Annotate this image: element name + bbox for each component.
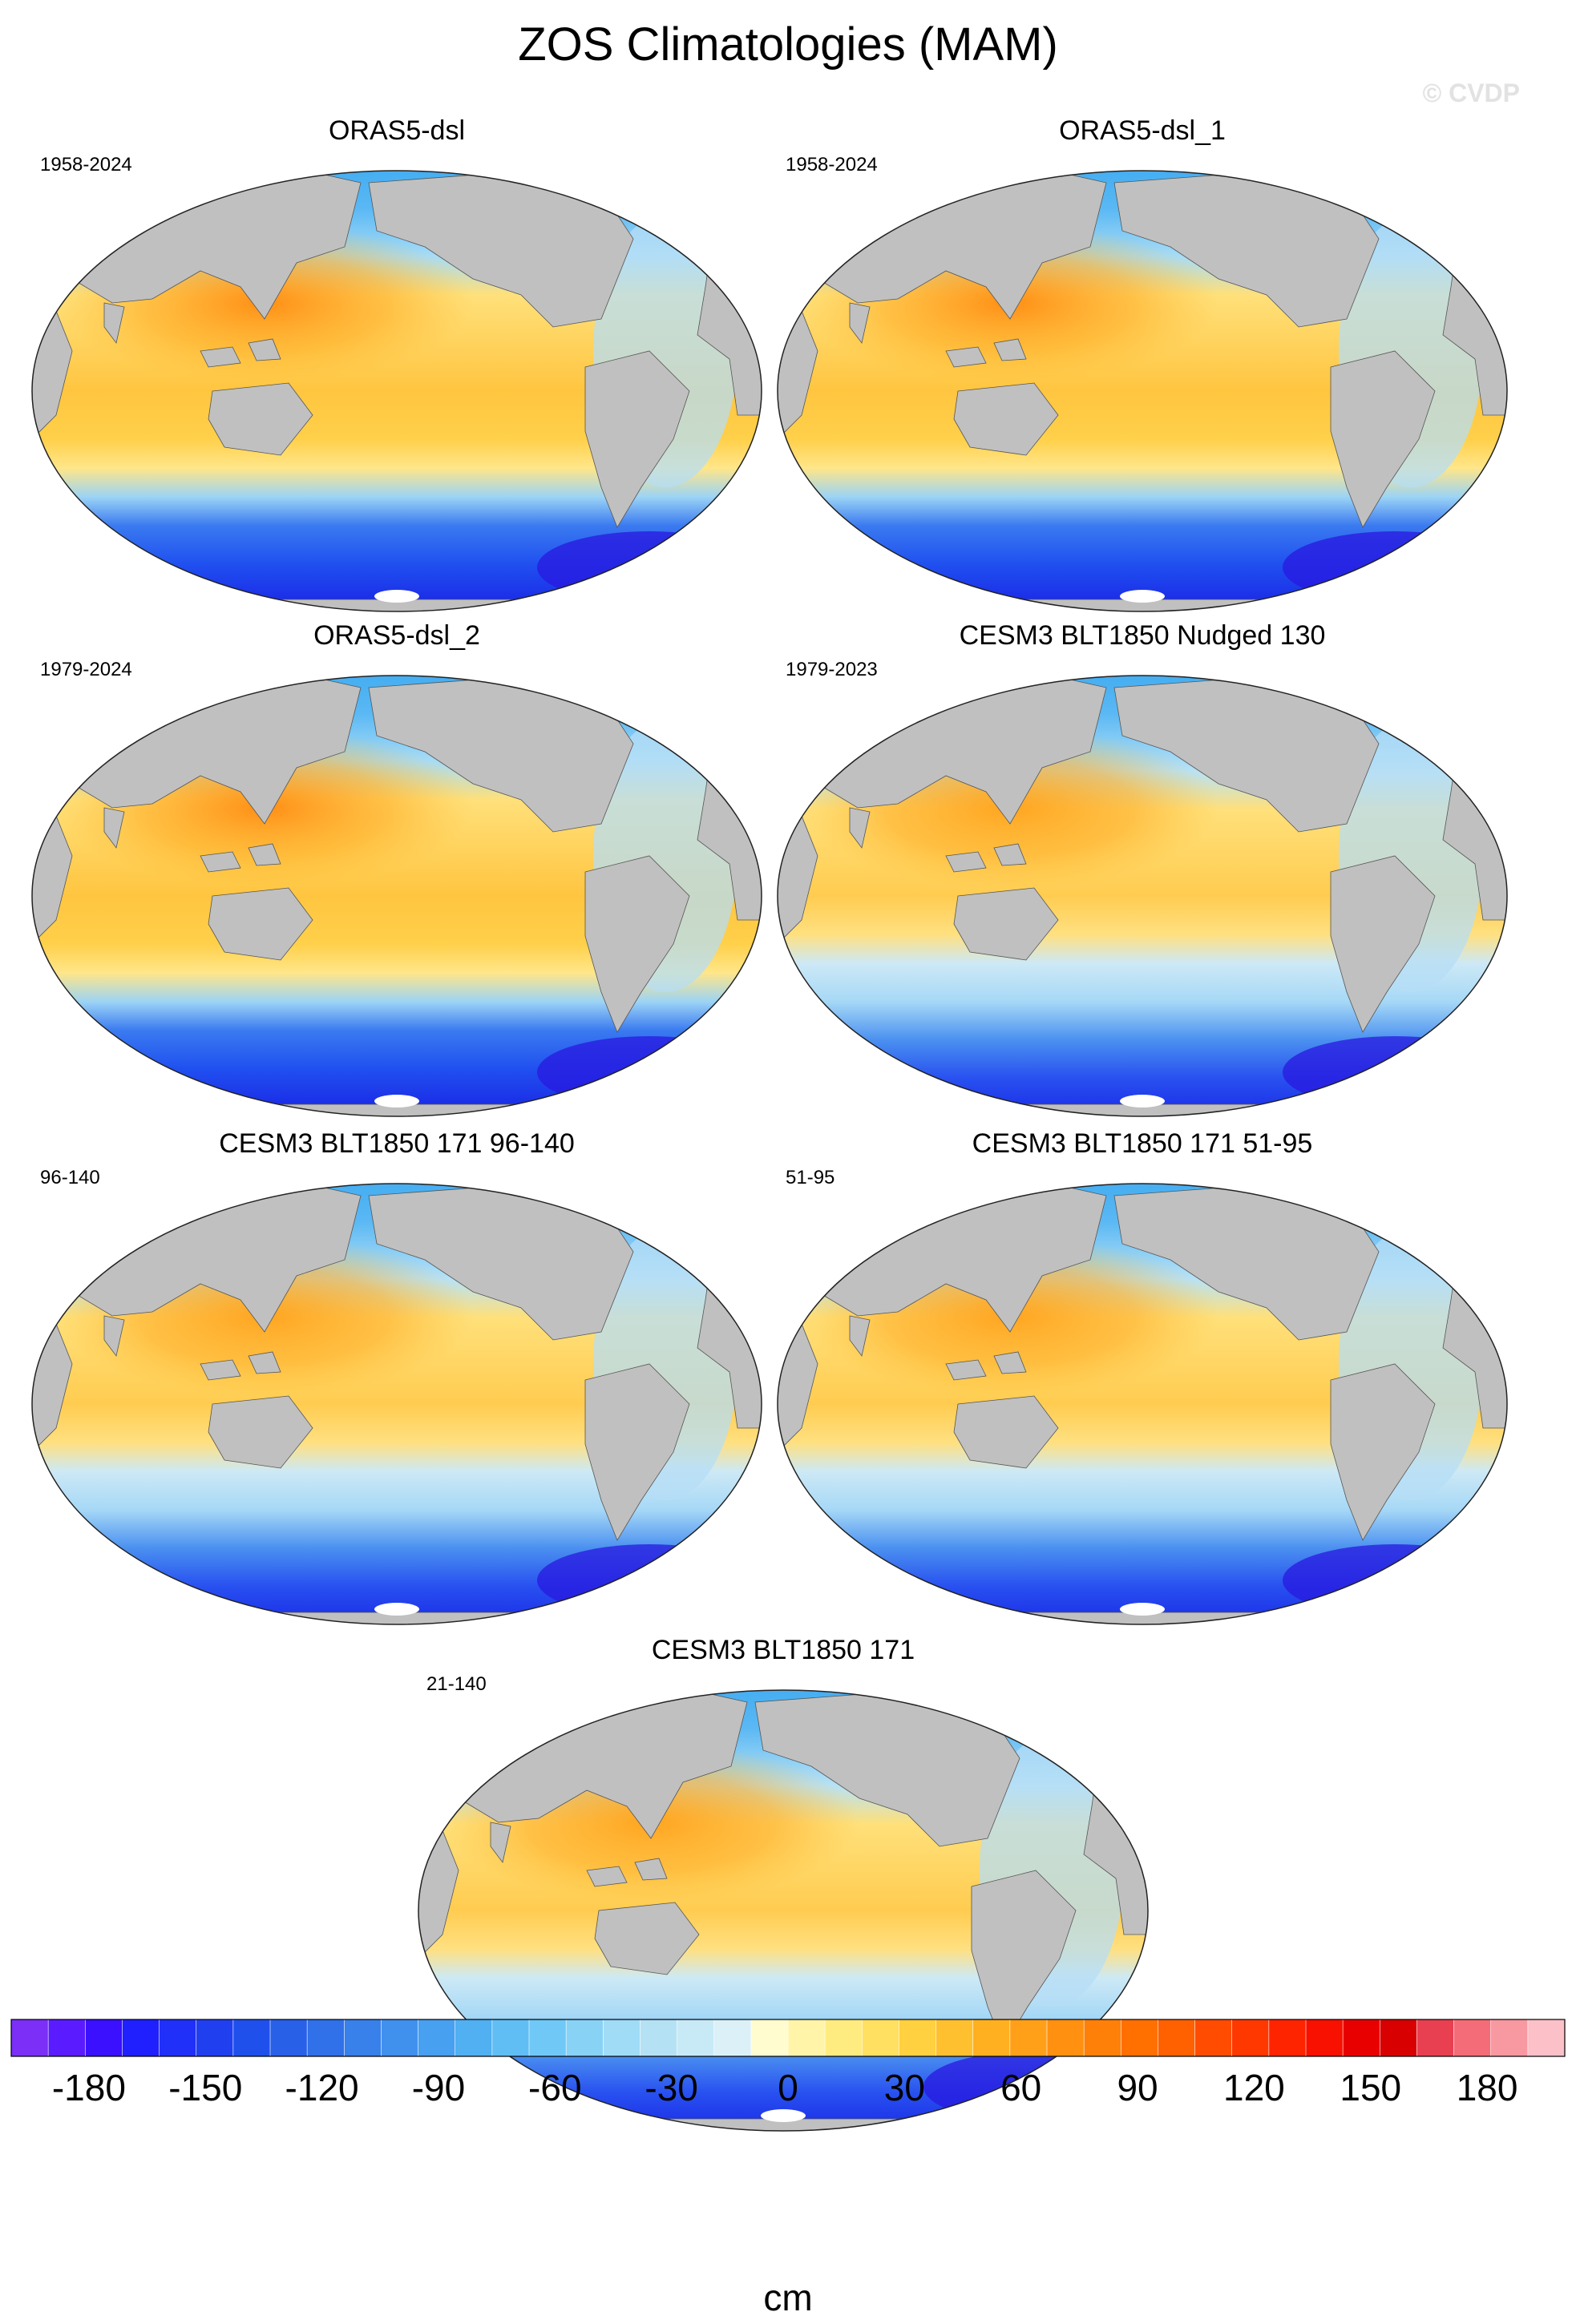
colorbar-box [1268,2019,1307,2057]
colorbar-box [1158,2019,1196,2057]
panel-title: ORAS5-dsl_2 [313,620,480,651]
panel-title: CESM3 BLT1850 171 51-95 [972,1128,1313,1159]
colorbar-box [491,2019,530,2057]
panel-title: CESM3 BLT1850 Nudged 130 [959,620,1326,651]
colorbar-box [1416,2019,1455,2057]
colorbar-tick-label: 180 [1456,2067,1518,2108]
colorbar-tick-label: -60 [528,2067,582,2108]
colorbar [10,2019,1566,2057]
colorbar-tick-label: 120 [1223,2067,1285,2108]
colorbar-tick-label: 90 [1117,2067,1158,2108]
panel-years: 96-140 [40,1167,100,1188]
map-panel: ORAS5-dsl_2 1979-2024 [24,620,770,1133]
colorbar-box [418,2019,456,2057]
colorbar-box [159,2019,197,2057]
colorbar-tick-label: 0 [778,2067,798,2108]
colorbar-box [677,2019,715,2057]
colorbar-box [381,2019,419,2057]
map-panel: ORAS5-dsl_1 1958-2024 [770,115,1515,628]
colorbar-box [1490,2019,1529,2057]
colorbar-box [565,2019,604,2057]
map-plot [777,1183,1508,1625]
colorbar-box [861,2019,900,2057]
panel-title: CESM3 BLT1850 171 96-140 [219,1128,575,1159]
colorbar-box [1231,2019,1270,2057]
figure-title: ZOS Climatologies (MAM) [518,18,1058,71]
colorbar-box [602,2019,641,2057]
colorbar-tick-label: -150 [168,2067,243,2108]
colorbar-box [972,2019,1011,2057]
colorbar-tick-label: 30 [883,2067,925,2108]
colorbar-tick-label: -120 [285,2067,359,2108]
panel-years: 1958-2024 [786,154,878,176]
panel-years: 1958-2024 [40,154,132,176]
colorbar-box [1120,2019,1159,2057]
panel-years: 51-95 [786,1167,835,1188]
colorbar-box [122,2019,160,2057]
colorbar-box [196,2019,234,2057]
colorbar-box [10,2019,49,2057]
colorbar-box [1342,2019,1381,2057]
map-plot [31,170,762,612]
colorbar-tick-label: -90 [411,2067,466,2108]
panel-years: 21-140 [426,1673,487,1695]
map-plot [31,675,762,1117]
map-plot [31,1183,762,1625]
colorbar-box [84,2019,123,2057]
map-panel: CESM3 BLT1850 171 21-140 [410,1635,1156,2148]
colorbar-box [750,2019,789,2057]
colorbar-tick-label: 150 [1340,2067,1402,2108]
panel-years: 1979-2024 [40,659,132,680]
colorbar-box [899,2019,937,2057]
panel-title: ORAS5-dsl [328,115,466,146]
colorbar-box [528,2019,567,2057]
colorbar-box [824,2019,863,2057]
colorbar-units: cm [763,2277,813,2318]
colorbar-box [47,2019,87,2057]
colorbar-tick-label: -30 [645,2067,698,2108]
colorbar-box [455,2019,493,2057]
panel-title: CESM3 BLT1850 171 [651,1635,915,1665]
colorbar-box [935,2019,974,2057]
panel-years: 1979-2023 [786,659,878,680]
colorbar-box [306,2019,346,2057]
map-panel: ORAS5-dsl 1958-2024 [24,115,770,628]
map-panel: CESM3 BLT1850 171 96-140 96-140 [24,1128,770,1641]
colorbar-box [232,2019,271,2057]
colorbar-box [640,2019,678,2057]
colorbar-box [1527,2019,1566,2057]
map-panel: CESM3 BLT1850 171 51-95 51-95 [770,1128,1515,1641]
colorbar-box [1305,2019,1344,2057]
colorbar-box [1009,2019,1048,2057]
colorbar-tick-label: -180 [51,2067,126,2108]
colorbar-box [1083,2019,1122,2057]
map-plot [418,1689,1149,2132]
panel-title: ORAS5-dsl_1 [1059,115,1226,146]
colorbar-box [1379,2019,1418,2057]
cvdp-watermark: © CVDP [1422,79,1520,107]
colorbar-box [787,2019,826,2057]
colorbar-box [1453,2019,1492,2057]
colorbar-box [713,2019,752,2057]
colorbar-box [343,2019,382,2057]
map-plot [777,675,1508,1117]
colorbar-box [1046,2019,1085,2057]
map-panel: CESM3 BLT1850 Nudged 130 1979-2023 [770,620,1515,1133]
colorbar-box [1194,2019,1233,2057]
map-plot [777,170,1508,612]
colorbar-tick-label: 60 [1000,2067,1042,2108]
colorbar-box [269,2019,308,2057]
